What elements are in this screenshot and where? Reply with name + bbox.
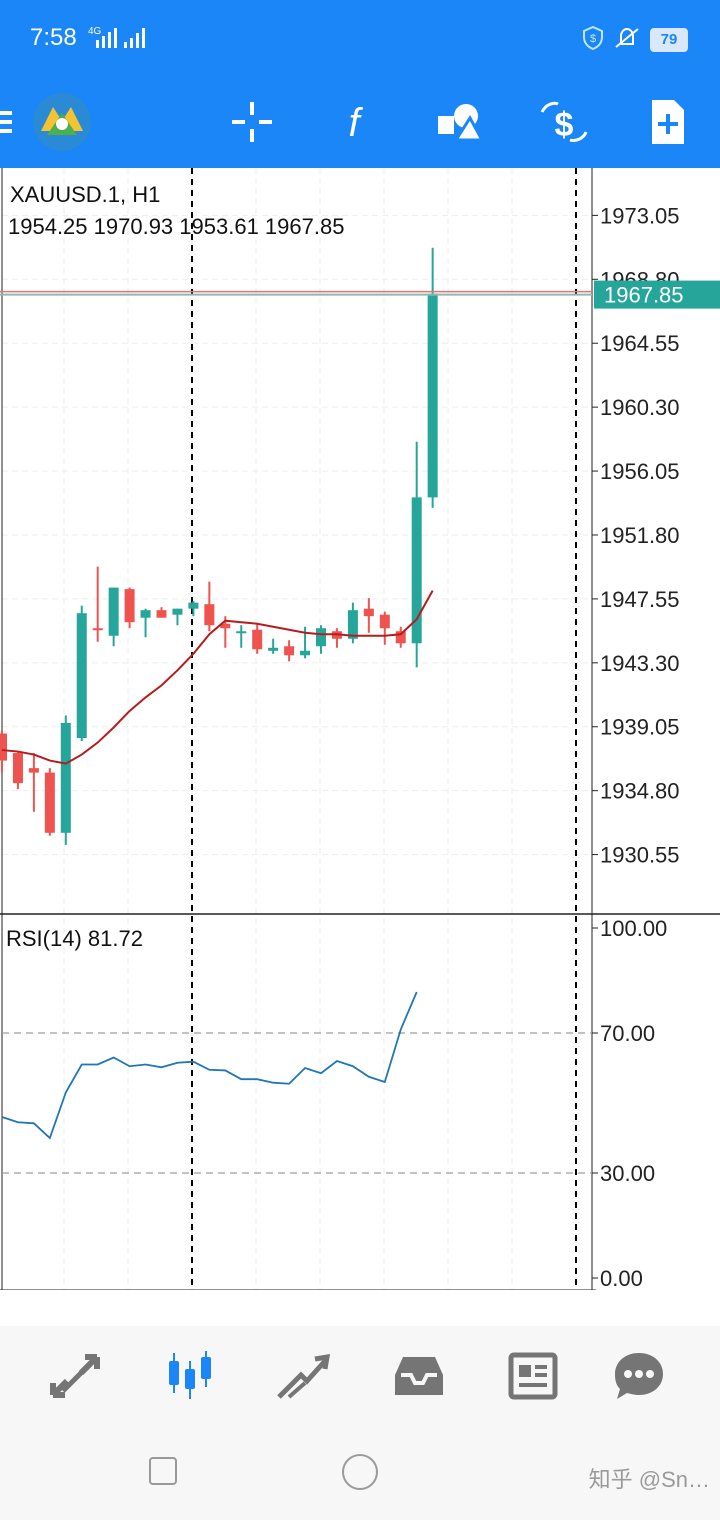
- price-tick-label: 1960.30: [600, 395, 680, 420]
- moving-average-line: [1, 590, 434, 765]
- price-tick-label: 1930.55: [600, 843, 680, 868]
- svg-text:f: f: [348, 101, 363, 144]
- function-icon: f: [348, 101, 363, 144]
- candle-body: [347, 610, 358, 639]
- symbol-label: XAUUSD.1, H1: [10, 182, 160, 207]
- candle-body: [172, 608, 183, 615]
- shield-icon: $: [583, 26, 603, 50]
- recent-apps-icon[interactable]: [148, 1456, 180, 1488]
- price-tick-label: 1951.80: [600, 523, 680, 548]
- quotes-arrows-icon: [50, 1354, 100, 1398]
- chart-area[interactable]: 1973.051968.801964.551960.301956.051951.…: [0, 168, 720, 1290]
- nav-charts[interactable]: [154, 1346, 224, 1406]
- system-navigation-bar: 知乎 @Sn…: [0, 1426, 720, 1520]
- bottom-navigation: [0, 1326, 720, 1426]
- candle-body: [60, 722, 71, 833]
- rsi-tick-label: 30.00: [600, 1161, 655, 1186]
- candle-body: [140, 610, 151, 618]
- price-tick-label: 1947.55: [600, 587, 680, 612]
- rsi-tick-label: 70.00: [600, 1021, 655, 1046]
- app-header: 7:58 4G $ 79: [0, 0, 720, 168]
- inbox-icon: [395, 1357, 443, 1395]
- rsi-tick-label: 100.00: [600, 916, 667, 941]
- chart-grid: [2, 168, 592, 1290]
- candle-body: [12, 753, 23, 784]
- candle-body: [28, 768, 39, 773]
- objects-button[interactable]: [428, 90, 492, 154]
- candle-body: [363, 608, 374, 617]
- candle-body: [204, 604, 215, 626]
- candle-body: [379, 614, 390, 629]
- candle-body: [124, 589, 135, 623]
- candle-body: [156, 610, 167, 618]
- newspaper-icon: [508, 1352, 558, 1400]
- candle-body: [236, 631, 247, 634]
- price-tick-label: 1943.30: [600, 651, 680, 676]
- home-icon[interactable]: [340, 1452, 380, 1492]
- candle-body: [252, 629, 263, 650]
- watermark-text: 知乎 @Sn…: [588, 1467, 710, 1492]
- crosshair-icon: [232, 102, 272, 142]
- vibrate-icon: [615, 27, 639, 48]
- candle-body: [188, 602, 199, 609]
- nav-history[interactable]: [384, 1346, 454, 1406]
- signal-icon: [96, 28, 117, 48]
- signal-icon-2: [124, 28, 145, 48]
- document-add-icon: [652, 100, 684, 144]
- ohlc-label: 1954.25 1970.93 1953.61 1967.85: [8, 214, 344, 239]
- chat-bubble-icon: [615, 1353, 663, 1399]
- crosshair-button[interactable]: [220, 90, 284, 154]
- candle-body: [108, 587, 119, 636]
- candle-body: [220, 623, 231, 629]
- trade-button[interactable]: $: [532, 90, 596, 154]
- price-tick-label: 1939.05: [600, 715, 680, 740]
- candle-body: [44, 772, 55, 833]
- status-time: 7:58: [30, 24, 77, 51]
- candle-body: [76, 613, 87, 739]
- indicators-button[interactable]: f: [322, 90, 386, 154]
- price-tick-label: 1964.55: [600, 331, 680, 356]
- candle-body: [268, 647, 279, 651]
- candle-body: [300, 650, 311, 656]
- price-tick-label: 1934.80: [600, 779, 680, 804]
- nav-quotes[interactable]: [40, 1346, 110, 1406]
- nav-trade[interactable]: [268, 1346, 338, 1406]
- rsi-tick-label: 0.00: [600, 1266, 643, 1290]
- svg-text:$: $: [555, 106, 574, 144]
- nav-news[interactable]: [498, 1346, 568, 1406]
- network-type: 4G: [88, 26, 102, 37]
- status-bar: 7:58 4G $ 79: [0, 0, 720, 76]
- candle-body: [395, 631, 406, 644]
- candle-body: [411, 497, 422, 644]
- current-price-tag: [594, 280, 720, 309]
- price-tick-label: 1956.05: [600, 459, 680, 484]
- candle-body: [316, 628, 326, 647]
- candlestick-series: [0, 247, 438, 845]
- hamburger-icon: [0, 111, 12, 133]
- rsi-line: [1, 991, 418, 1140]
- metatrader-logo-button[interactable]: [30, 90, 94, 154]
- rsi-axis: 100.00 70.00 30.00 0.00: [592, 916, 667, 1290]
- candle-body: [92, 628, 103, 631]
- shapes-icon: [438, 104, 484, 142]
- candlestick-chart-icon: [169, 1351, 211, 1399]
- new-order-button[interactable]: [636, 90, 700, 154]
- rsi-grid: [2, 1032, 592, 1174]
- svg-text:$: $: [590, 33, 596, 45]
- trend-up-icon: [277, 1353, 331, 1399]
- toolbar: f $: [0, 76, 720, 168]
- candle-body: [0, 733, 7, 761]
- candle-body: [427, 293, 438, 498]
- battery-indicator: 79: [650, 28, 688, 52]
- price-tick-label: 1973.05: [600, 203, 680, 228]
- nav-messages[interactable]: [604, 1346, 674, 1406]
- menu-button[interactable]: [0, 90, 26, 154]
- rsi-label: RSI(14) 81.72: [6, 926, 143, 951]
- current-price-text: 1967.85: [604, 283, 684, 308]
- metatrader-logo-icon: [33, 93, 91, 151]
- dollar-trade-icon: $: [540, 101, 588, 144]
- candle-body: [284, 646, 295, 656]
